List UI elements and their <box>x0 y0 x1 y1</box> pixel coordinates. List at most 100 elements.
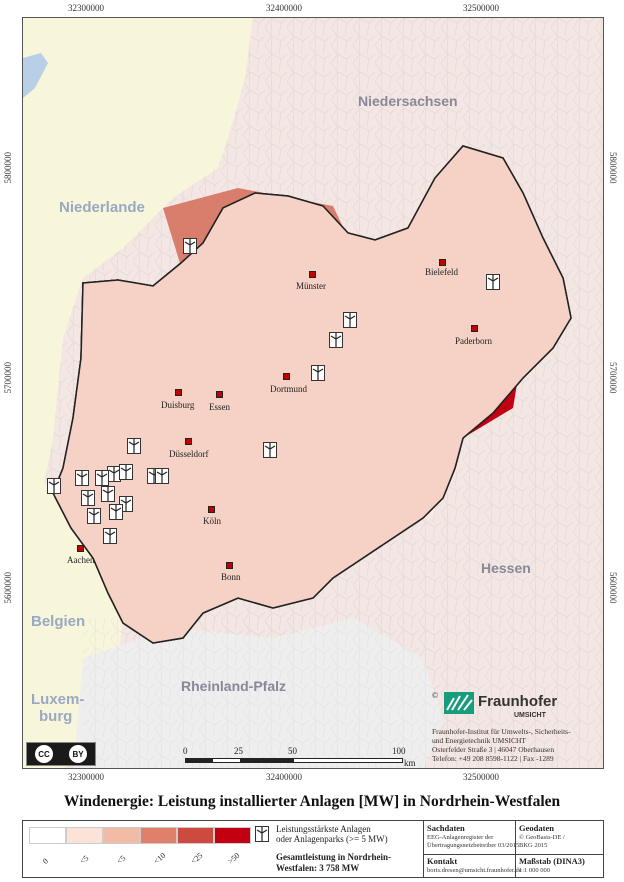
wind-turbine-icon[interactable] <box>103 528 117 544</box>
coord-bottom-1: 32300000 <box>68 772 104 782</box>
city-marker-muenster <box>309 271 316 278</box>
wind-turbine-icon[interactable] <box>75 470 89 486</box>
wind-turbine-icon[interactable] <box>101 486 115 502</box>
city-label-duisburg[interactable]: Duisburg <box>161 400 195 410</box>
legend-total-2: Westfalen: 3 758 MW <box>276 863 360 873</box>
scale-unit: km <box>404 758 416 768</box>
city-label-dortmund[interactable]: Dortmund <box>270 384 307 394</box>
city-marker-essen <box>216 391 223 398</box>
scale-label-25: 25 <box>234 746 243 756</box>
wind-turbine-icon[interactable] <box>486 274 500 290</box>
city-label-muenster[interactable]: Münster <box>296 281 326 291</box>
sachdaten-line-2: Übertragungsnetzbetreiber 03/2015 <box>427 842 520 849</box>
city-marker-duesseldorf <box>185 438 192 445</box>
city-marker-bielefeld <box>439 259 446 266</box>
legend-divider-1 <box>423 821 424 877</box>
scale-seg-2 <box>240 759 294 762</box>
legend-class-label-3: <10 <box>152 850 168 866</box>
cc-icon: CC <box>35 745 53 763</box>
city-label-duesseldorf[interactable]: Düsseldorf <box>169 449 209 459</box>
country-label-luxemburg-2: burg <box>39 708 73 725</box>
scale-seg-1 <box>186 759 213 762</box>
coord-top-2: 32400000 <box>266 3 302 13</box>
scale-bar <box>185 758 403 763</box>
legend-swatch-0 <box>29 827 66 844</box>
country-label-belgien: Belgien <box>31 613 86 630</box>
sachdaten-line-1: EEG-Anlagenregister der <box>427 834 494 841</box>
massstab-value: 1:1 000 000 <box>519 867 551 874</box>
coord-left-1: 5800000 <box>3 152 13 184</box>
coord-left-2: 5700000 <box>3 362 13 394</box>
city-marker-duisburg <box>175 389 182 396</box>
legend-swatch-2 <box>103 827 140 844</box>
state-label-niedersachsen: Niedersachsen <box>358 93 458 109</box>
fraunhofer-brand: Fraunhofer <box>478 693 558 710</box>
coord-right-3: 5600000 <box>608 572 618 604</box>
wind-turbine-icon[interactable] <box>155 468 169 484</box>
coord-left-3: 5600000 <box>3 572 13 604</box>
copyright-symbol: © <box>432 691 439 700</box>
city-label-essen[interactable]: Essen <box>209 402 230 412</box>
credits-line-3: Osterfelder Straße 3 | 46047 Oberhausen <box>432 745 555 754</box>
institute-address: Fraunhofer-Institut für Umwelts-, Sicher… <box>432 727 608 763</box>
geodaten-line-1: © GeoBasis-DE / <box>519 834 565 841</box>
wind-turbine-icon[interactable] <box>311 365 325 381</box>
wind-turbine-icon[interactable] <box>87 508 101 524</box>
geodaten-line-2: BKG 2015 <box>519 842 548 849</box>
state-label-hessen: Hessen <box>481 560 531 576</box>
fraunhofer-logo: Fraunhofer UMSICHT <box>444 692 594 724</box>
kontakt-heading: Kontakt <box>427 856 458 866</box>
wind-turbine-icon[interactable] <box>329 332 343 348</box>
legend-swatch-4 <box>177 827 214 844</box>
credits-line-1: Fraunhofer-Institut für Umwelts-, Sicher… <box>432 727 571 736</box>
wind-turbine-icon[interactable] <box>119 464 133 480</box>
sachdaten-heading: Sachdaten <box>427 823 465 833</box>
credits-line-4: Telefon: +49 208 8598-1122 | Fax -1289 <box>432 754 554 763</box>
legend: 0 <5 <5 <10 <25 >50 Leistungsstärkste Anlagen… <box>22 820 604 878</box>
geodaten-heading: Geodaten <box>519 823 554 833</box>
wind-turbine-icon[interactable] <box>263 442 277 458</box>
map-panel[interactable]: Niederlande Belgien Luxem- burg Niedersa… <box>22 17 604 769</box>
wind-turbine-icon[interactable] <box>95 470 109 486</box>
legend-divider-2 <box>515 821 516 877</box>
legend-total-1: Gesamtleistung in Nordrhein- <box>276 852 392 862</box>
map-title: Windenergie: Leistung installierter Anla… <box>63 793 561 810</box>
scale-label-100: 100 <box>392 746 406 756</box>
legend-divider-h <box>423 854 604 855</box>
wind-turbine-icon[interactable] <box>343 312 357 328</box>
city-marker-aachen <box>77 545 84 552</box>
coord-bottom-2: 32400000 <box>266 772 302 782</box>
legend-swatch-3 <box>140 827 177 844</box>
city-label-bielefeld[interactable]: Bielefeld <box>425 267 458 277</box>
wind-turbine-icon[interactable] <box>183 238 197 254</box>
coord-top-3: 32500000 <box>463 3 499 13</box>
city-label-koeln[interactable]: Köln <box>203 516 221 526</box>
fraunhofer-unit: UMSICHT <box>514 712 546 719</box>
kontakt-email[interactable]: boris.dresen@umsicht.fraunhofer.de <box>427 867 522 874</box>
legend-turbine-desc-1: Leistungsstärkste Anlagen <box>276 824 371 834</box>
coord-bottom-3: 32500000 <box>463 772 499 782</box>
country-label-luxemburg-1: Luxem- <box>31 691 85 708</box>
legend-class-label-5: >50 <box>226 850 242 866</box>
scale-label-50: 50 <box>288 746 297 756</box>
city-marker-paderborn <box>471 325 478 332</box>
credits-line-2: und Energietechnik UMSICHT <box>432 736 527 745</box>
city-marker-koeln <box>208 506 215 513</box>
coord-top-1: 32300000 <box>68 3 104 13</box>
city-label-bonn[interactable]: Bonn <box>221 572 241 582</box>
wind-turbine-icon[interactable] <box>81 490 95 506</box>
legend-turbine-icon <box>255 826 269 842</box>
map-canvas <box>23 18 603 768</box>
legend-class-label-2: <5 <box>115 853 128 866</box>
city-label-aachen[interactable]: Aachen <box>67 555 95 565</box>
wind-turbine-icon[interactable] <box>47 478 61 494</box>
legend-class-label-1: <5 <box>78 853 91 866</box>
wind-turbine-icon[interactable] <box>109 504 123 520</box>
cc-license-badge[interactable]: CC BY <box>26 742 96 766</box>
city-marker-dortmund <box>283 373 290 380</box>
legend-turbine-desc-2: oder Anlagenparks (>= 5 MW) <box>276 834 388 844</box>
city-label-paderborn[interactable]: Paderborn <box>455 336 492 346</box>
massstab-heading: Maßstab (DINA3) <box>519 856 585 866</box>
wind-turbine-icon[interactable] <box>127 438 141 454</box>
